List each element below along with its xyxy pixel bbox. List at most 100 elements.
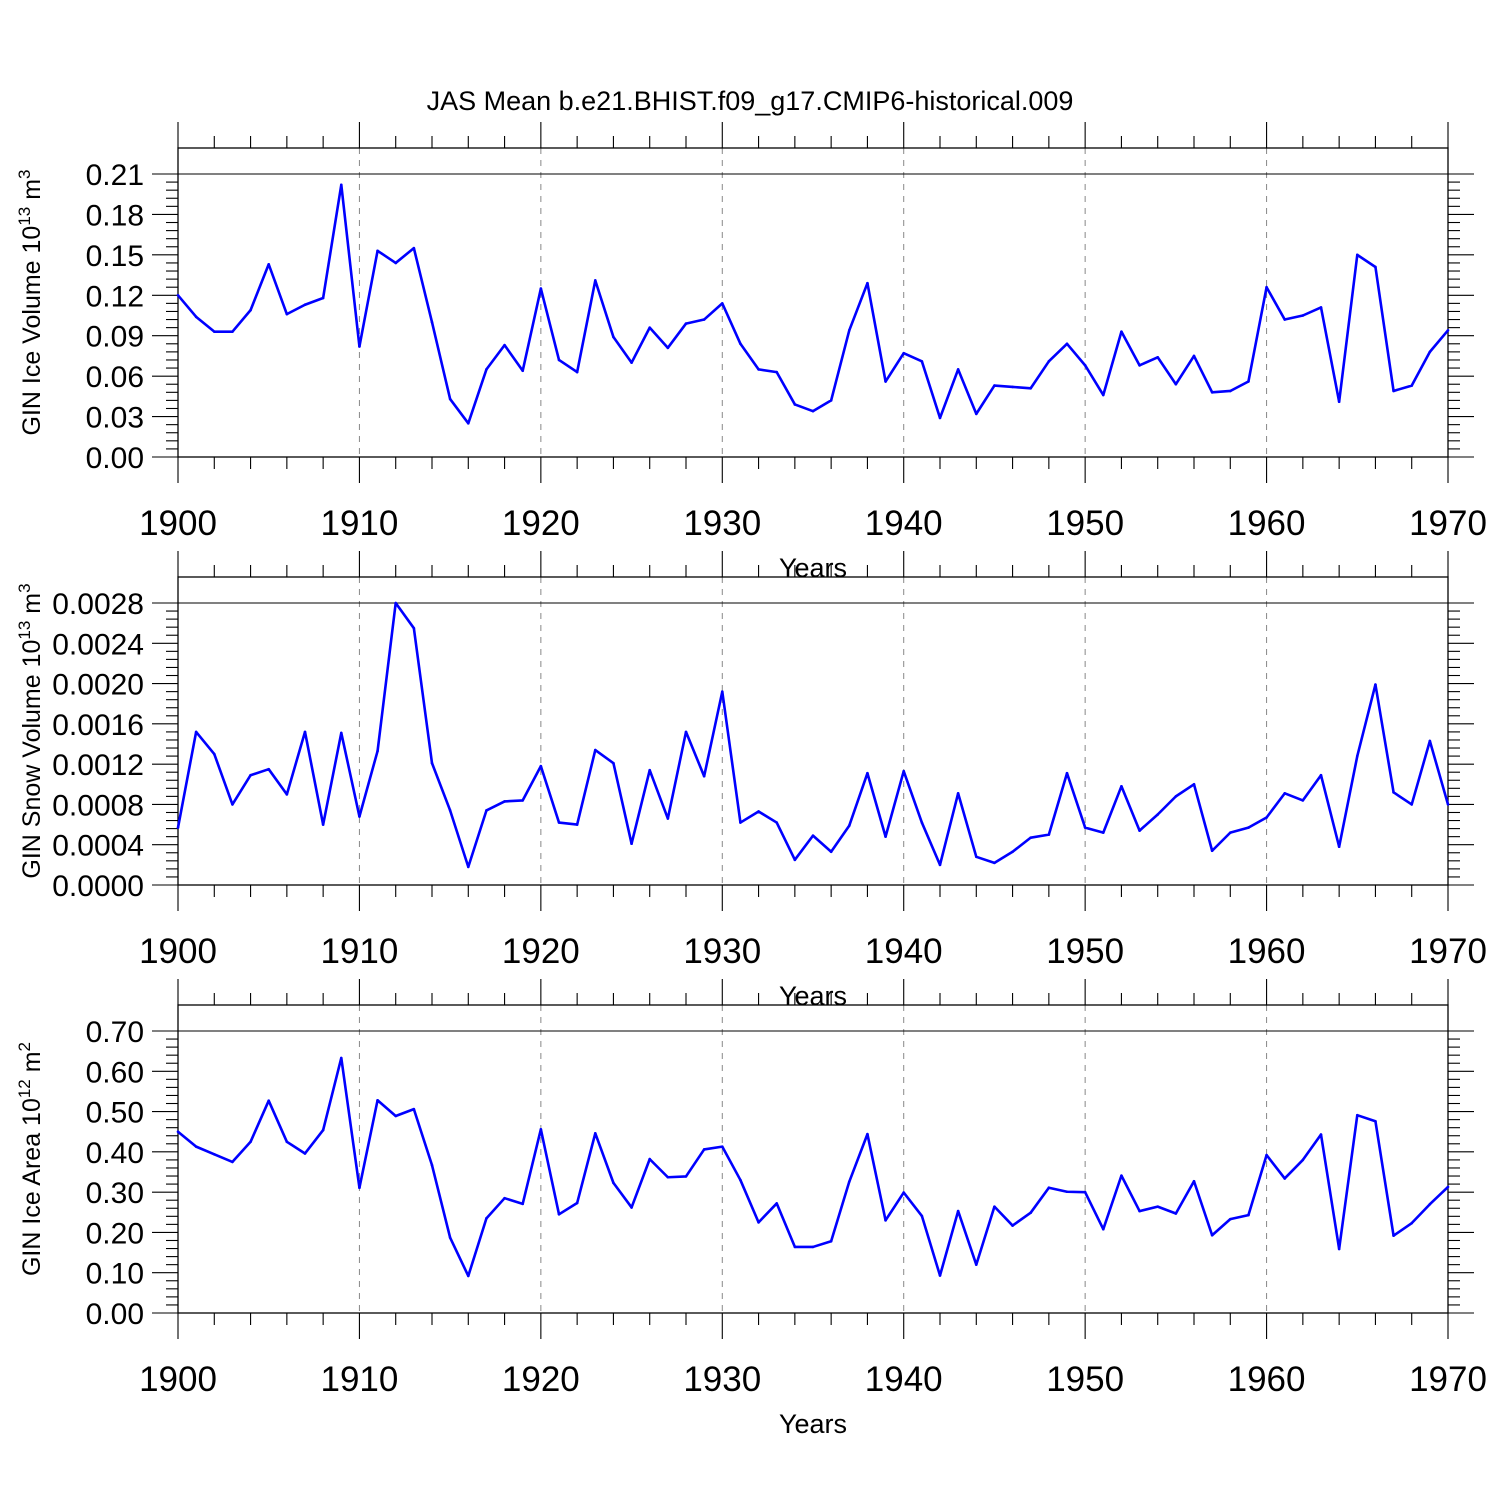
data-point: [920, 1214, 924, 1218]
data-point: [1174, 795, 1178, 798]
data-point: [612, 335, 615, 339]
data-point: [1065, 771, 1069, 775]
data-point: [1355, 1113, 1359, 1117]
data-point: [539, 1127, 543, 1131]
data-point: [1301, 314, 1305, 317]
data-point: [938, 1274, 942, 1277]
data-point: [1120, 1174, 1123, 1177]
data-point: [938, 416, 942, 420]
data-point: [775, 1202, 779, 1205]
data-point: [1047, 833, 1051, 836]
data-point: [231, 803, 234, 806]
data-point: [1374, 1119, 1377, 1123]
data-point: [757, 1221, 760, 1224]
data-point: [503, 1196, 506, 1200]
data-point: [847, 329, 851, 332]
data-point: [630, 842, 633, 846]
data-point: [539, 764, 543, 768]
data-point: [811, 834, 815, 837]
data-point: [267, 767, 271, 771]
x-tick-label: 1930: [683, 932, 761, 971]
data-point: [793, 1245, 797, 1249]
data-point: [1265, 816, 1268, 819]
data-point: [376, 249, 379, 253]
data-point: [1283, 318, 1287, 321]
y-tick-label: 0.60: [86, 1056, 144, 1089]
data-point: [485, 1217, 488, 1220]
data-point: [702, 318, 706, 321]
data-point: [648, 768, 652, 772]
data-point: [466, 1274, 470, 1278]
data-point: [866, 1132, 869, 1136]
x-tick-label: 1940: [865, 932, 943, 971]
data-point: [720, 302, 724, 305]
data-point: [884, 380, 887, 383]
data-point: [1392, 1234, 1395, 1237]
data-point: [194, 1145, 198, 1148]
data-point: [448, 1236, 452, 1239]
x-tick-label: 1960: [1228, 932, 1306, 971]
data-point: [793, 403, 797, 406]
data-point: [376, 1098, 379, 1102]
data-point: [1428, 739, 1432, 743]
data-point: [1337, 845, 1341, 849]
data-point: [1283, 792, 1287, 795]
data-point: [321, 823, 325, 826]
data-point: [466, 422, 470, 425]
y-tick-label: 0.12: [86, 280, 144, 313]
data-point: [974, 855, 978, 859]
data-point: [1011, 1224, 1014, 1227]
data-point: [956, 792, 960, 795]
data-point: [557, 358, 561, 362]
data-point: [666, 817, 670, 820]
data-point: [412, 1107, 416, 1111]
data-point: [267, 1099, 271, 1102]
x-tick-label: 1960: [1228, 1360, 1306, 1399]
panel-ice-area: 0.00 0.10 0.20 0.30 0.40 0.50 0.60 0.70 1900 1910…: [15, 979, 1487, 1439]
y-tick-label: 0.0028: [52, 588, 144, 621]
data-point: [575, 823, 579, 826]
data-point: [1392, 389, 1395, 393]
data-point: [612, 1181, 615, 1185]
data-point: [811, 1245, 815, 1249]
y-tick-label: 0.00: [86, 442, 144, 475]
data-point: [829, 850, 833, 854]
data-point: [485, 809, 488, 812]
data-point: [1101, 393, 1105, 397]
data-point: [430, 761, 434, 765]
data-point: [1247, 826, 1250, 829]
data-point: [1192, 354, 1196, 358]
data-point: [285, 312, 289, 316]
y-tick-label: 0.09: [86, 321, 144, 354]
x-tick-label: 1940: [865, 504, 943, 543]
data-point: [1029, 836, 1033, 839]
data-point: [249, 1140, 252, 1144]
y-tick-label: 0.21: [86, 159, 144, 192]
data-point: [1065, 342, 1069, 346]
data-point: [847, 1180, 851, 1183]
data-point: [630, 1206, 633, 1209]
data-point: [1428, 350, 1432, 354]
data-point: [847, 824, 851, 827]
data-point: [285, 1140, 289, 1144]
data-point: [920, 360, 924, 363]
x-axis-label: Years: [779, 1409, 847, 1439]
data-point: [938, 863, 942, 867]
y-tick-label: 0.50: [86, 1097, 144, 1130]
data-point: [612, 761, 615, 765]
data-point: [575, 1201, 579, 1205]
data-point: [1301, 799, 1305, 802]
data-point: [684, 322, 688, 325]
y-tick-label: 0.20: [86, 1217, 144, 1250]
data-point: [376, 749, 379, 753]
data-point: [866, 771, 869, 775]
data-point: [702, 774, 706, 778]
data-point: [1192, 1179, 1196, 1183]
data-point: [884, 835, 887, 838]
data-point: [1138, 1209, 1141, 1213]
data-point: [775, 821, 779, 824]
panel-snow-volume: 0.0000 0.0004 0.0008 0.0012 0.0016 0.0020 0.00…: [15, 551, 1487, 1011]
y-tick-label: 0.15: [86, 240, 144, 273]
data-point: [702, 1148, 706, 1151]
data-point: [1210, 1233, 1214, 1237]
